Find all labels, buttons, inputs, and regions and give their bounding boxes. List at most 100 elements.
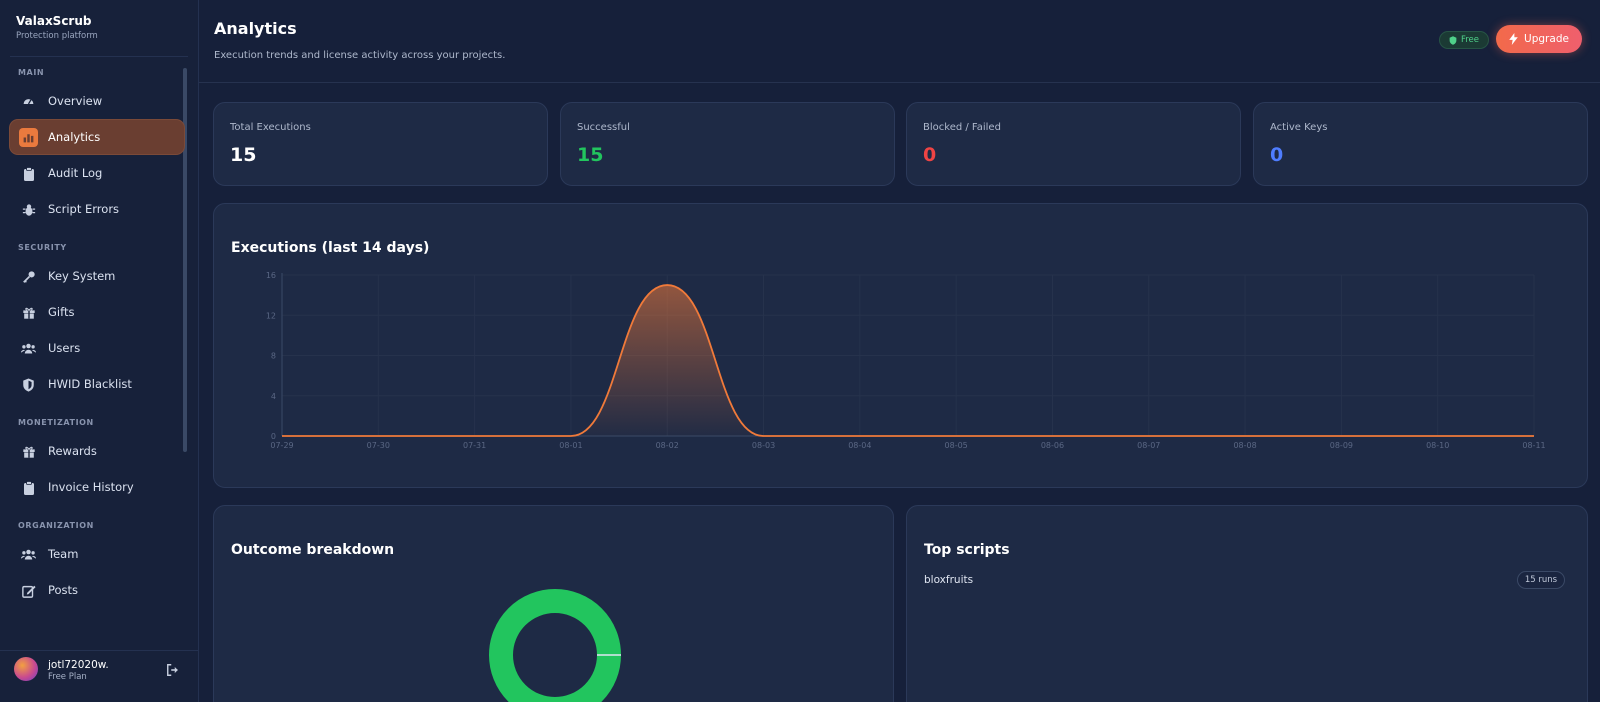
outcome-title: Outcome breakdown	[231, 542, 395, 558]
x-tick-label: 07-30	[367, 441, 390, 450]
section-security: SECURITY	[18, 243, 67, 252]
sidebar-item-invoice-history[interactable]: Invoice History	[10, 470, 184, 504]
section-monetization: MONETIZATION	[18, 418, 94, 427]
x-tick-label: 08-06	[1041, 441, 1064, 450]
sidebar-item-audit-log[interactable]: Audit Log	[10, 156, 184, 190]
sidebar-item-label: Gifts	[48, 305, 75, 319]
top-scripts-title: Top scripts	[924, 542, 1010, 558]
bug-icon	[21, 202, 36, 217]
sidebar-item-team[interactable]: Team	[10, 537, 184, 571]
stat-label: Blocked / Failed	[923, 122, 1001, 133]
sidebar-item-label: Team	[48, 547, 79, 561]
user-name: jotl72020w.	[48, 659, 109, 671]
x-tick-label: 08-01	[559, 441, 582, 450]
donut-slice[interactable]	[489, 589, 621, 702]
x-tick-label: 08-03	[752, 441, 775, 450]
stat-value: 0	[1270, 144, 1284, 166]
sidebar-item-label: Invoice History	[48, 480, 134, 494]
script-name[interactable]: bloxfruits	[924, 574, 974, 586]
x-tick-label: 08-04	[848, 441, 871, 450]
page-subtitle: Execution trends and license activity ac…	[214, 50, 506, 61]
executions-area	[282, 285, 1534, 436]
shield-icon	[1449, 35, 1457, 45]
plan-badge: Free	[1439, 31, 1489, 49]
page-header: Analytics Execution trends and license a…	[199, 0, 1600, 83]
gauge-icon	[21, 94, 36, 109]
sidebar-item-label: Script Errors	[48, 202, 120, 216]
runs-label: 15 runs	[1524, 575, 1558, 585]
sidebar-item-label: Overview	[48, 94, 103, 108]
stat-value: 15	[577, 144, 604, 166]
sidebar-item-key-system[interactable]: Key System	[10, 259, 184, 293]
sidebar-item-label: Analytics	[48, 130, 101, 144]
upgrade-label: Upgrade	[1524, 33, 1569, 45]
divider	[10, 56, 188, 57]
runs-badge: 15 runs	[1517, 571, 1565, 589]
sidebar-item-label: Users	[48, 341, 81, 355]
outcome-donut-chart	[489, 589, 621, 702]
x-tick-label: 08-07	[1137, 441, 1160, 450]
y-tick-label: 16	[266, 271, 276, 280]
brand-tagline: Protection platform	[16, 31, 98, 41]
stat-label: Successful	[577, 122, 630, 133]
x-tick-label: 07-29	[270, 441, 293, 450]
sidebar-item-gifts[interactable]: Gifts	[10, 295, 184, 329]
sidebar-item-hwid-blacklist[interactable]: HWID Blacklist	[10, 367, 184, 401]
edit-icon	[21, 583, 36, 598]
sidebar-item-posts[interactable]: Posts	[10, 573, 184, 607]
logout-icon[interactable]	[166, 662, 180, 676]
top-scripts-card: Top scripts bloxfruits 15 runs	[906, 505, 1588, 702]
upgrade-button[interactable]: Upgrade	[1496, 25, 1582, 53]
stat-value: 15	[230, 144, 257, 166]
stat-value: 0	[923, 144, 937, 166]
sidebar-item-label: Posts	[48, 583, 79, 597]
clipboard-icon	[21, 480, 36, 495]
key-icon	[21, 269, 36, 284]
x-tick-label: 08-09	[1330, 441, 1353, 450]
sidebar-scrollbar[interactable]	[183, 68, 187, 452]
plan-badge-label: Free	[1460, 35, 1480, 45]
sidebar-item-label: Key System	[48, 269, 116, 283]
chart-icon	[19, 128, 38, 147]
x-tick-label: 08-02	[656, 441, 679, 450]
stat-label: Total Executions	[230, 122, 311, 133]
sidebar-item-rewards[interactable]: Rewards	[10, 434, 184, 468]
stat-card-successful: Successful 15	[560, 102, 895, 186]
sidebar-item-label: Rewards	[48, 444, 97, 458]
clipboard-icon	[21, 166, 36, 181]
section-organization: ORGANIZATION	[18, 521, 94, 530]
stat-label: Active Keys	[1270, 122, 1328, 133]
avatar	[14, 657, 38, 681]
sidebar-item-label: Audit Log	[48, 166, 103, 180]
sidebar-item-users[interactable]: Users	[10, 331, 184, 365]
sidebar-item-script-errors[interactable]: Script Errors	[10, 192, 184, 226]
x-tick-label: 08-08	[1233, 441, 1256, 450]
section-main: MAIN	[18, 68, 45, 77]
executions-chart-card: Executions (last 14 days) 0 4 8 12 16 07-29 07…	[213, 203, 1588, 488]
sidebar: ValaxScrub Protection platform MAIN Over…	[0, 0, 199, 702]
x-tick-label: 08-05	[945, 441, 968, 450]
sidebar-item-overview[interactable]: Overview	[10, 84, 184, 118]
divider	[0, 650, 199, 651]
stat-card-blocked: Blocked / Failed 0	[906, 102, 1241, 186]
lightning-icon	[1509, 33, 1518, 45]
y-tick-label: 0	[271, 432, 276, 441]
y-tick-label: 4	[271, 392, 276, 401]
executions-chart: 0 4 8 12 16 07-29 07-30 07-31 08-01 08-02 08-03 08-…	[266, 271, 1546, 450]
shield-icon	[21, 377, 36, 392]
y-tick-label: 8	[271, 352, 276, 361]
stat-card-active-keys: Active Keys 0	[1253, 102, 1588, 186]
sidebar-item-analytics[interactable]: Analytics	[10, 120, 184, 154]
user-plan: Free Plan	[48, 672, 87, 682]
brand-name: ValaxScrub	[16, 14, 92, 28]
sidebar-item-label: HWID Blacklist	[48, 377, 132, 391]
chart-title: Executions (last 14 days)	[231, 240, 430, 256]
stat-card-total: Total Executions 15	[213, 102, 548, 186]
brand: ValaxScrub Protection platform	[16, 14, 98, 41]
x-tick-label: 08-10	[1426, 441, 1449, 450]
x-tick-label: 07-31	[463, 441, 486, 450]
gift-icon	[21, 305, 36, 320]
users-icon	[21, 547, 36, 562]
outcome-card: Outcome breakdown	[213, 505, 894, 702]
users-icon	[21, 341, 36, 356]
